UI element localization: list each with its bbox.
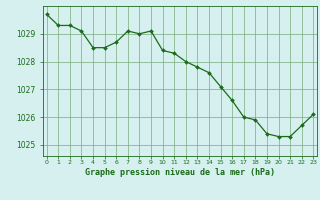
X-axis label: Graphe pression niveau de la mer (hPa): Graphe pression niveau de la mer (hPa): [85, 168, 275, 177]
